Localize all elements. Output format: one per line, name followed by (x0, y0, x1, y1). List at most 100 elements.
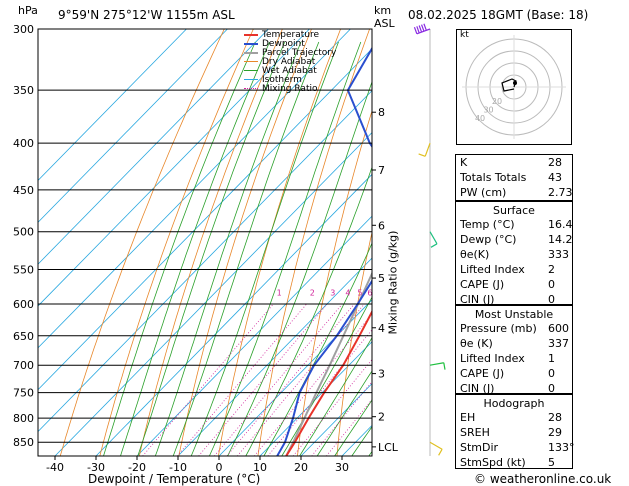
wet-adiabat-line (120, 41, 270, 456)
most-unstable-row: CAPE (J) 0 (460, 367, 568, 382)
mixing-ratio-line (176, 303, 307, 456)
index-row: Totals Totals 43 (460, 171, 568, 186)
dry-adiabat-line (218, 29, 341, 456)
most-unstable-row-key: Pressure (mb) (460, 322, 537, 335)
index-row-value: 2.73 (548, 186, 573, 199)
surface-row-key: Dewp (°C) (460, 233, 517, 246)
wet-adiabat-line (227, 80, 372, 456)
surface-row-key: θe(K) (460, 248, 490, 261)
pressure-tick-label: 700 (13, 359, 34, 372)
isotherm-line (95, 173, 372, 456)
isotherm-line (38, 48, 372, 391)
pressure-tick-label: 600 (13, 298, 34, 311)
index-row-key: K (460, 156, 468, 169)
legend-label: Isotherm (262, 75, 302, 85)
legend-swatch (244, 70, 258, 71)
surface-row-value: 333 (548, 248, 569, 261)
hodograph-row-value: 5 (548, 456, 555, 469)
index-row-value: 28 (548, 156, 562, 169)
most-unstable-row-key: Lifted Index (460, 352, 525, 365)
km-tick-label: 6 (378, 219, 385, 232)
most-unstable-row: θe (K) 337 (460, 337, 569, 352)
y-axis-right-label: Mixing Ratio (g/kg) (386, 230, 400, 335)
temp-tick-label: 10 (253, 461, 267, 474)
isotherm-line (38, 29, 187, 182)
wet-adiabat-line (103, 41, 256, 456)
pressure-tick-label: 300 (13, 23, 34, 36)
hodograph-row-value: 28 (548, 411, 562, 424)
km-tick-label: LCL (378, 441, 399, 454)
pressure-tick-label: 400 (13, 137, 34, 150)
wind-barb (429, 441, 443, 456)
mixing-ratio-line (213, 303, 343, 456)
isotherm-line (177, 257, 372, 456)
most-unstable-row: Lifted Index 1 (460, 352, 568, 367)
legend-label: Dewpoint (262, 39, 305, 49)
km-tick-label: 8 (378, 106, 385, 119)
temp-tick-label: 30 (335, 461, 349, 474)
dry-adiabat-line (178, 29, 312, 456)
hodograph-row-key: SREH (460, 426, 490, 439)
hodograph-row-value: 133° (548, 441, 575, 454)
temp-tick-label: -10 (169, 461, 187, 474)
hodograph-ring-label: 30 (483, 105, 493, 114)
dry-adiabat-line (416, 29, 455, 456)
most-unstable-row: CIN (J) 0 (460, 382, 568, 397)
km-label: km (374, 4, 392, 17)
dry-adiabat-line (59, 29, 225, 456)
temp-tick-label: 20 (294, 461, 308, 474)
surface-row-value: 14.2 (548, 233, 573, 246)
wet-adiabat-line (368, 450, 372, 456)
skew-t-chart: 123456810152025 300350400450500550600650… (13, 23, 455, 474)
mixing-ratio-line (236, 303, 365, 456)
mixing-ratio-line (311, 381, 372, 456)
wind-barb (429, 231, 438, 248)
isotherm-line (38, 29, 269, 265)
isotherm-line (218, 299, 372, 456)
pressure-tick-label: 650 (13, 330, 34, 343)
surface-row-key: Temp (°C) (460, 218, 515, 231)
mixing-ratio-label: 2 (310, 288, 315, 297)
footer-credit: © weatheronline.co.uk (474, 472, 612, 486)
legend-swatch (244, 33, 258, 36)
most-unstable-title: Most Unstable (474, 308, 554, 321)
legend-item: Dewpoint (244, 40, 336, 49)
wet-adiabat-line (172, 41, 320, 456)
hodograph-ring-label: 40 (475, 114, 485, 123)
mixing-ratio-label: 1 (277, 288, 282, 297)
temp-tick-label: -30 (87, 461, 105, 474)
most-unstable-row-value: 0 (548, 382, 555, 395)
mixing-ratio-label: 6 (367, 288, 372, 297)
isotherm-line (54, 131, 372, 456)
km-tick-label: 3 (378, 368, 385, 381)
index-row-key: Totals Totals (460, 171, 527, 184)
surface-row: Dewp (°C) 14.2 (460, 233, 573, 248)
pressure-tick-label: 750 (13, 387, 34, 400)
surface-row: Lifted Index 2 (460, 263, 568, 278)
wet-adiabat-line (245, 166, 372, 456)
hodograph-row: SREH 29 (460, 426, 568, 441)
most-unstable-row-value: 600 (548, 322, 569, 335)
wet-adiabat-line (209, 41, 362, 456)
wind-barb (418, 142, 431, 157)
surface-row: CAPE (J) 0 (460, 278, 568, 293)
pressure-tick-label: 550 (13, 264, 34, 277)
wet-adiabat-line (334, 399, 372, 456)
pressure-tick-label: 450 (13, 184, 34, 197)
pressure-tick-label: 850 (13, 436, 34, 449)
location-title: 9°59'N 275°12'W 1155m ASL (58, 8, 235, 22)
surface-row-key: Lifted Index (460, 263, 525, 276)
temp-tick-label: 0 (216, 461, 223, 474)
index-row-value: 43 (548, 171, 562, 184)
isotherm-line (38, 29, 351, 349)
most-unstable-row-value: 1 (548, 352, 555, 365)
index-row: PW (cm) 2.73 (460, 186, 573, 201)
mixing-ratio-line (326, 398, 372, 456)
km-tick-label: 2 (378, 411, 385, 424)
legend-swatch (244, 88, 258, 89)
wet-adiabat-line (299, 336, 372, 456)
dry-adiabat-line (138, 29, 283, 456)
isotherm-line (38, 29, 310, 307)
legend-item: Wet Adiabat (244, 67, 336, 76)
